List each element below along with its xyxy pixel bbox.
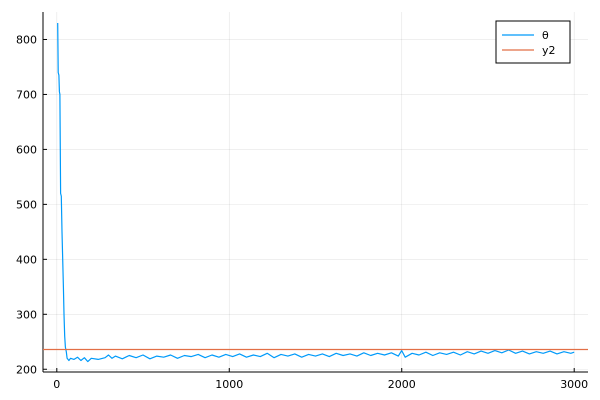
- y-tick-label: 800: [16, 33, 37, 46]
- x-tick-label: 1000: [215, 378, 243, 391]
- x-tick-label: 3000: [560, 378, 588, 391]
- y-tick-label: 500: [16, 198, 37, 211]
- y-tick-label: 600: [16, 143, 37, 156]
- axes: [42, 12, 588, 373]
- y-tick-label: 300: [16, 308, 37, 321]
- legend-box: [495, 20, 571, 64]
- y-tick-labels: 200 300 400 500 600 700 800: [16, 33, 37, 376]
- x-tick-labels: 0 1000 2000 3000: [53, 378, 588, 391]
- x-tick-label: 2000: [388, 378, 416, 391]
- legend: θ y2: [495, 20, 571, 64]
- series-group: [43, 22, 588, 363]
- x-tick-label: 0: [53, 378, 60, 391]
- grid-lines: [43, 12, 588, 372]
- series-line-theta: [57, 22, 575, 363]
- y-tick-label: 400: [16, 253, 37, 266]
- y-tick-label: 200: [16, 363, 37, 376]
- y-tick-label: 700: [16, 88, 37, 101]
- legend-label: θ: [542, 29, 549, 42]
- legend-label: y2: [542, 44, 556, 57]
